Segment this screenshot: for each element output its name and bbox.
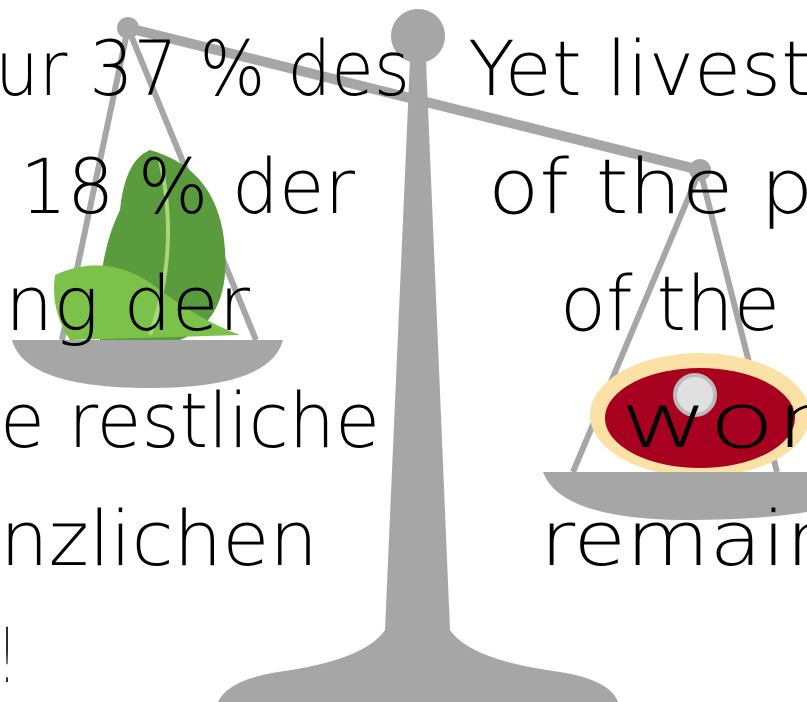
left-text-line: e restliche — [0, 376, 380, 465]
scene: ur 37 % des 18 % der ng der e restliche nzli… — [0, 0, 807, 702]
right-text-line: remain — [540, 494, 807, 583]
right-text-line: of the pr — [488, 142, 807, 231]
right-text-line: worl — [620, 376, 807, 465]
right-text-line: of the — [560, 259, 780, 348]
left-text-line: ng der — [5, 259, 251, 348]
page: ur 37 % des 18 % der ng der e restliche nzli… — [0, 0, 807, 702]
left-text-line: ur 37 % des — [0, 24, 410, 113]
left-text-line: nzlichen — [0, 494, 318, 583]
left-text-line: 18 % der — [20, 142, 356, 231]
left-text-line: ! — [0, 611, 14, 700]
